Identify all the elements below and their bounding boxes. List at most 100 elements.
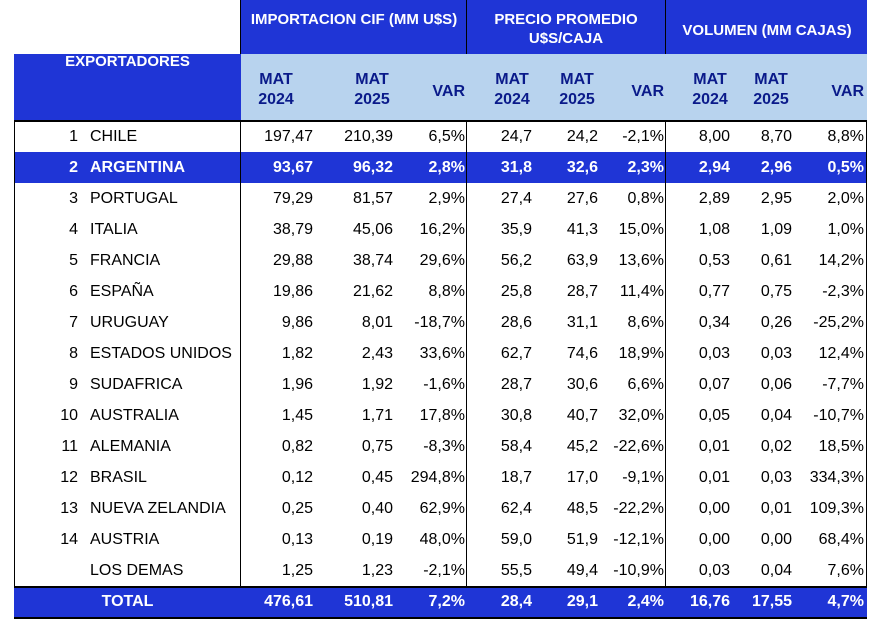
cif-2024-cell: 197,47 xyxy=(264,128,313,145)
price-var-cell: -9,1% xyxy=(622,469,664,486)
volume-2024-cell: 0,05 xyxy=(698,407,730,424)
price-2024-cell: 27,4 xyxy=(500,190,532,207)
cif-var-cell: 294,8% xyxy=(410,469,465,486)
cif-2025-cell: 510,81 xyxy=(344,593,393,610)
volume-var-cell: -2,3% xyxy=(822,283,864,300)
cif-2025-cell: 21,62 xyxy=(352,283,393,300)
volume-var-cell: -10,7% xyxy=(813,407,864,424)
country-cell: AUSTRALIA xyxy=(90,407,179,424)
cif-2025-cell: 8,01 xyxy=(361,314,393,331)
cif-var-cell: 2,9% xyxy=(428,190,465,207)
volume-2024-cell: 8,00 xyxy=(698,128,730,145)
cif-2024-cell: 1,25 xyxy=(281,562,313,579)
grid-vline xyxy=(240,120,241,586)
country-cell: ALEMANIA xyxy=(90,438,171,455)
grid-vline xyxy=(665,120,666,586)
cif-group-header: IMPORTACION CIF (MM U$S) xyxy=(250,11,458,28)
subheader-cif-2024-year: 2024 xyxy=(258,91,294,108)
price-2025-cell: 32,6 xyxy=(566,159,598,176)
price-2024-cell: 58,4 xyxy=(500,438,532,455)
price-var-cell: -2,1% xyxy=(622,128,664,145)
volume-2024-cell: 2,89 xyxy=(698,190,730,207)
price-var-cell: 2,3% xyxy=(627,159,664,176)
volume-2024-cell: 2,94 xyxy=(698,159,730,176)
price-var-cell: -10,9% xyxy=(613,562,664,579)
subheader-cif-2024-mat: MAT xyxy=(259,71,293,88)
cif-2024-cell: 9,86 xyxy=(281,314,313,331)
price-2025-cell: 51,9 xyxy=(566,531,598,548)
price-2025-cell: 28,7 xyxy=(566,283,598,300)
cif-2024-cell: 0,82 xyxy=(281,438,313,455)
subheader-volume-2025-year: 2025 xyxy=(753,91,789,108)
country-cell: ESTADOS UNIDOS xyxy=(90,345,232,362)
cif-2024-cell: 1,82 xyxy=(281,345,313,362)
table-border xyxy=(866,120,867,586)
price-2025-cell: 45,2 xyxy=(566,438,598,455)
price-2025-cell: 48,5 xyxy=(566,500,598,517)
cif-2025-cell: 45,06 xyxy=(352,221,393,238)
cif-var-cell: 29,6% xyxy=(419,252,465,269)
subheader-volume-var: VAR xyxy=(831,83,864,100)
cif-2025-cell: 96,32 xyxy=(352,159,393,176)
volume-2024-cell: 0,34 xyxy=(698,314,730,331)
volume-2025-cell: 2,96 xyxy=(760,159,792,176)
price-2025-cell: 30,6 xyxy=(566,376,598,393)
volume-var-cell: 8,8% xyxy=(827,128,864,145)
price-2024-cell: 24,7 xyxy=(500,128,532,145)
cif-2025-cell: 38,74 xyxy=(352,252,393,269)
cif-2025-cell: 0,75 xyxy=(361,438,393,455)
cif-var-cell: 6,5% xyxy=(428,128,465,145)
cif-2025-cell: 210,39 xyxy=(344,128,393,145)
subheader-price-var: VAR xyxy=(631,83,664,100)
volume-2024-cell: 0,00 xyxy=(698,500,730,517)
rank-cell: 5 xyxy=(69,252,78,269)
price-2025-cell: 40,7 xyxy=(566,407,598,424)
volume-2024-cell: 16,76 xyxy=(689,593,730,610)
price-2024-cell: 31,8 xyxy=(500,159,532,176)
subheader-price-2024-mat: MAT xyxy=(495,71,529,88)
price-var-cell: -22,2% xyxy=(613,500,664,517)
volume-var-cell: 7,6% xyxy=(827,562,864,579)
grid-vline xyxy=(466,120,467,586)
price-2025-cell: 63,9 xyxy=(566,252,598,269)
volume-2024-cell: 0,07 xyxy=(698,376,730,393)
cif-2024-cell: 1,96 xyxy=(281,376,313,393)
subheader-price-2025-mat: MAT xyxy=(560,71,594,88)
price-group-header: PRECIO PROMEDIO U$S/CAJA xyxy=(494,11,638,47)
cif-var-cell: 7,2% xyxy=(428,593,465,610)
volume-2025-cell: 0,02 xyxy=(760,438,792,455)
group-header-band xyxy=(240,0,867,54)
volume-2024-cell: 1,08 xyxy=(698,221,730,238)
price-2024-cell: 18,7 xyxy=(500,469,532,486)
volume-var-cell: 0,5% xyxy=(827,159,864,176)
volume-2025-cell: 2,95 xyxy=(760,190,792,207)
table-hline xyxy=(14,586,867,588)
cif-2025-cell: 2,43 xyxy=(361,345,393,362)
subheader-cif-2025-year: 2025 xyxy=(354,91,390,108)
cif-var-cell: -1,6% xyxy=(423,376,465,393)
country-cell: SUDAFRICA xyxy=(90,376,183,393)
price-var-cell: 18,9% xyxy=(618,345,664,362)
price-2025-cell: 31,1 xyxy=(566,314,598,331)
volume-var-cell: 18,5% xyxy=(818,438,864,455)
cif-2025-cell: 0,45 xyxy=(361,469,393,486)
volume-2024-cell: 0,77 xyxy=(698,283,730,300)
country-cell: CHILE xyxy=(90,128,138,145)
volume-2024-cell: 0,03 xyxy=(698,345,730,362)
price-2024-cell: 59,0 xyxy=(500,531,532,548)
country-cell: LOS DEMAS xyxy=(90,562,184,579)
volume-2025-cell: 0,04 xyxy=(760,407,792,424)
volume-var-cell: -25,2% xyxy=(813,314,864,331)
subheader-volume-2024-mat: MAT xyxy=(693,71,727,88)
volume-2024-cell: 0,03 xyxy=(698,562,730,579)
country-cell: ESPAÑA xyxy=(90,283,154,300)
cif-2024-cell: 476,61 xyxy=(264,593,313,610)
cif-2024-cell: 0,13 xyxy=(281,531,313,548)
volume-2025-cell: 0,06 xyxy=(760,376,792,393)
cif-var-cell: 16,2% xyxy=(419,221,465,238)
volume-var-cell: 334,3% xyxy=(809,469,864,486)
volume-2025-cell: 0,04 xyxy=(760,562,792,579)
price-var-cell: 0,8% xyxy=(627,190,664,207)
volume-2025-cell: 17,55 xyxy=(751,593,792,610)
volume-2025-cell: 0,61 xyxy=(760,252,792,269)
